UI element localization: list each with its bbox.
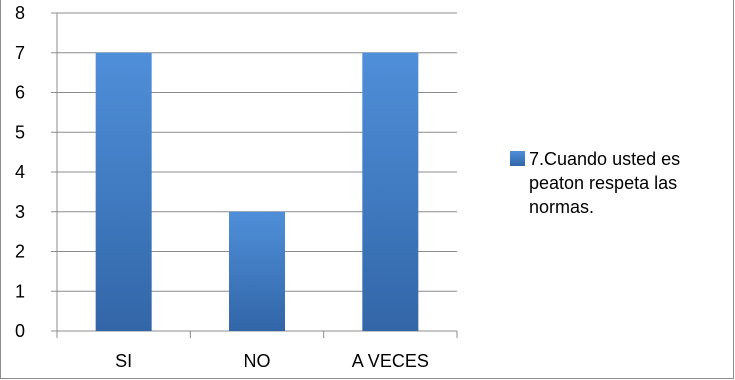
legend-swatch: [510, 151, 525, 166]
bar-si: [95, 52, 152, 331]
bar-a-veces: [362, 52, 419, 331]
bars: [95, 52, 419, 331]
x-category-label-si: SI: [115, 351, 132, 371]
x-category-labels: SI NO A VECES: [115, 351, 429, 371]
legend: 7.Cuando usted es peaton respeta las nor…: [510, 147, 735, 219]
y-tick-label-1: 1: [15, 281, 25, 301]
y-tick-label-8: 8: [15, 3, 25, 23]
y-tick-label-7: 7: [15, 43, 25, 63]
x-category-label-a-veces: A VECES: [352, 351, 429, 371]
y-tick-label-2: 2: [15, 242, 25, 262]
legend-label: 7.Cuando usted es peaton respeta las nor…: [529, 149, 681, 217]
y-tick-labels: 0 1 2 3 4 5 6 7 8: [15, 3, 25, 341]
axes: [56, 13, 458, 338]
x-category-label-no: NO: [244, 351, 271, 371]
y-tick-label-4: 4: [15, 162, 25, 182]
y-tick-label-5: 5: [15, 122, 25, 142]
y-tick-label-6: 6: [15, 83, 25, 103]
bar-no: [229, 211, 285, 331]
y-tick-label-3: 3: [15, 202, 25, 222]
y-tick-label-0: 0: [15, 321, 25, 341]
